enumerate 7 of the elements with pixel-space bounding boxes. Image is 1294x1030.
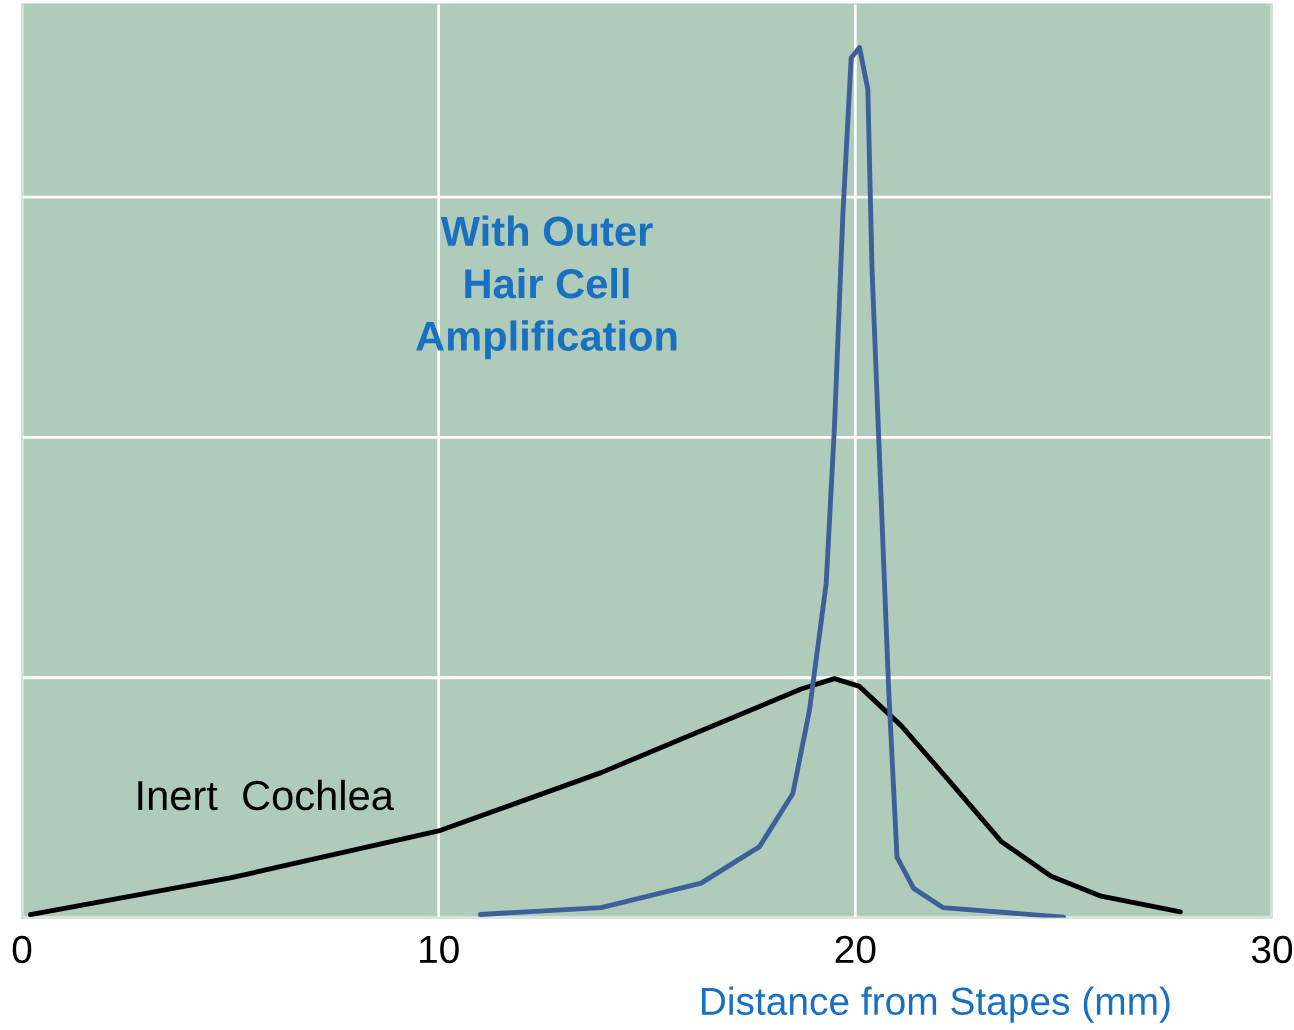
series-label: Inert Cochlea: [138, 779, 394, 811]
text: With Outer Hair Cell Amplification: [416, 215, 677, 360]
x-axis-title: Distance from Stapes (mm): [701, 986, 1170, 1023]
x-tick-label: 10: [420, 935, 459, 964]
x-tick-label: 30: [1251, 935, 1293, 964]
x-tick-label: 20: [835, 935, 876, 964]
x-tick-label: 0: [12, 935, 32, 964]
